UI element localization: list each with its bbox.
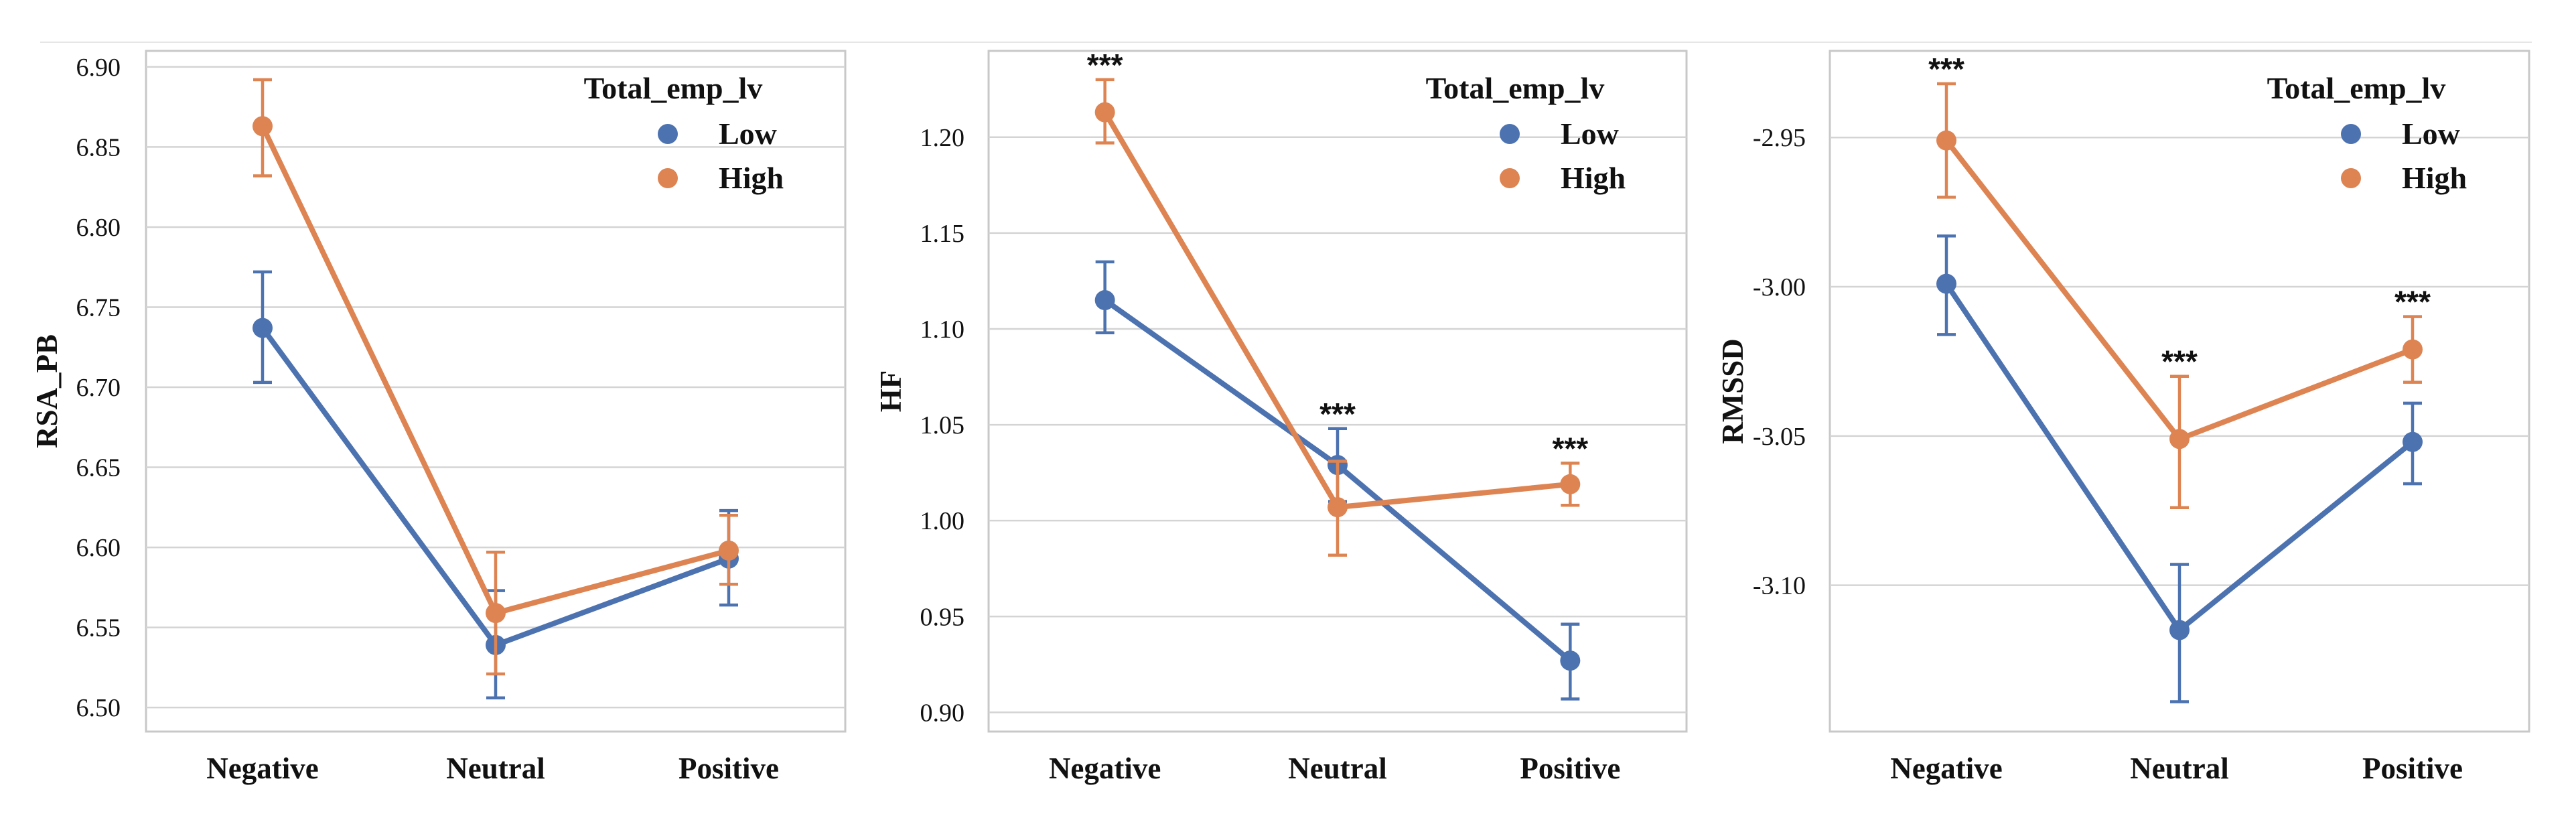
data-point [1094,290,1115,311]
y-tick-label: 6.70 [76,374,121,402]
data-point [2403,431,2423,452]
x-tick-label: Neutral [2130,752,2228,785]
y-tick-label: 6.55 [76,614,121,642]
x-tick-label: Positive [2362,752,2463,785]
data-point [1936,273,1956,294]
y-tick-label: 6.80 [76,214,121,242]
data-point [719,540,739,561]
y-tick-label: 0.90 [920,699,965,727]
series-low [1936,234,2423,703]
data-point [1094,102,1115,123]
y-axis-label: HF [874,370,908,413]
data-point [1328,497,1348,518]
data-point [1936,130,1956,151]
significance-marker: *** [1552,431,1588,466]
legend-title: Total_emp_lv [2267,71,2446,105]
y-tick-label: -3.05 [1753,423,1806,451]
legend-title: Total_emp_lv [584,71,763,105]
legend-label: High [719,161,784,195]
data-point [2403,339,2423,360]
significance-marker: *** [2394,285,2431,320]
y-tick-label: -2.95 [1753,124,1806,152]
legend-marker [1500,124,1520,144]
data-point [253,116,273,137]
chart-panel-2: 0.90 0.95 1.00 1.05 1.10 1.15 1.20 Negative Neut… [874,48,1688,785]
legend-marker [1500,168,1520,188]
data-point [1560,474,1581,494]
x-tick-label: Positive [1520,752,1620,785]
series-high [1936,82,2423,510]
legend-label: Low [1561,117,1619,151]
data-point [2169,429,2190,450]
y-tick-label: 0.95 [920,603,965,631]
y-axis-label: RMSSD [1716,338,1749,444]
legend-label: Low [719,117,777,151]
significance-marker: *** [1928,52,1964,86]
legend: Total_emp_lv Low High [584,71,784,195]
y-tick-label: 6.50 [76,694,121,722]
chart-panel-3: -3.10 -3.05 -3.00 -2.95 Negative Neutral Posit… [1716,50,2530,785]
legend-marker [2341,124,2361,144]
plot-frame [987,50,1688,733]
series-high [1094,78,1581,557]
significance-marker: *** [1319,397,1356,431]
y-tick-label: 6.85 [76,133,121,161]
x-tick-label: Negative [1049,752,1161,785]
y-tick-label: 1.20 [920,124,965,152]
legend-title: Total_emp_lv [1426,71,1605,105]
y-tick-label: -3.10 [1753,572,1806,600]
legend-marker [2341,168,2361,188]
legend: Total_emp_lv Low High [2267,71,2467,195]
legend-marker [658,124,678,144]
y-tick-label: 6.65 [76,454,121,482]
y-tick-label: 6.60 [76,534,121,562]
legend-marker [658,168,678,188]
legend: Total_emp_lv Low High [1426,71,1626,195]
significance-marker: *** [1087,48,1123,82]
series-high [253,78,739,676]
legend-label: High [2402,161,2467,195]
y-tick-label: 1.10 [920,316,965,344]
legend-label: Low [2402,117,2460,151]
data-point [253,318,273,338]
series-line [260,123,731,616]
y-tick-label: 6.90 [76,54,121,82]
significance-marker: *** [2161,344,2198,379]
y-tick-label: 1.00 [920,507,965,535]
y-tick-label: 6.75 [76,293,121,322]
legend-label: High [1561,161,1626,195]
y-tick-label: 1.15 [920,220,965,248]
top-divider [40,42,2532,43]
chart-panel-1: 6.50 6.55 6.60 6.65 6.70 6.75 6.80 6.85 6.90 Nega… [30,50,847,785]
data-point [2169,620,2190,640]
y-axis-label: RSA_PB [30,334,64,448]
plot-frame [1829,50,2530,733]
y-tick-label: -3.00 [1753,273,1806,301]
y-tick-label: 1.05 [920,411,965,439]
x-tick-label: Neutral [446,752,545,785]
data-point [486,603,506,624]
x-tick-label: Positive [678,752,779,785]
x-tick-label: Negative [206,752,318,785]
plot-frame [145,50,847,733]
x-tick-label: Negative [1890,752,2002,785]
x-tick-label: Neutral [1288,752,1386,785]
data-point [1560,650,1581,671]
